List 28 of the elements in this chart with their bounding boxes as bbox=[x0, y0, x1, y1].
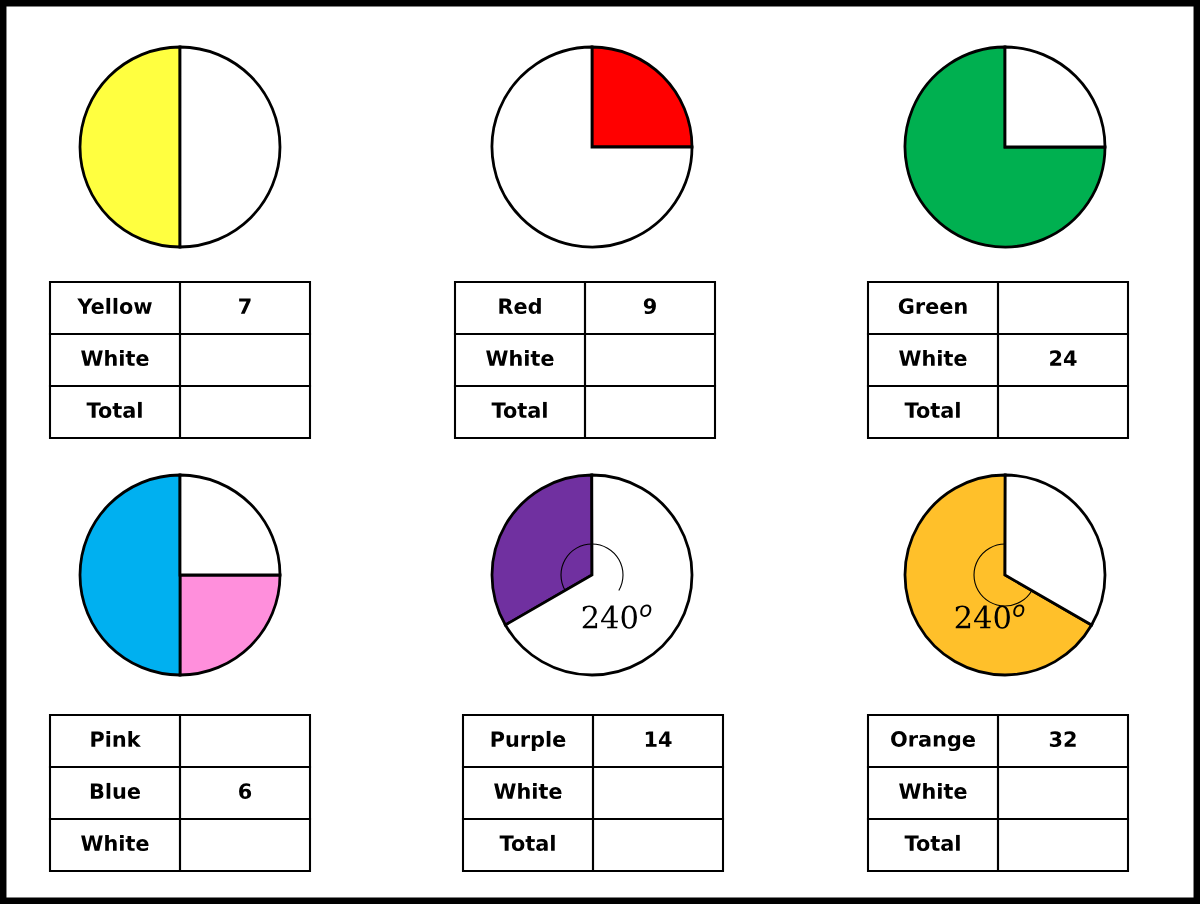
text: Total bbox=[86, 401, 142, 419]
text: Total bbox=[499, 834, 555, 852]
text: Total bbox=[491, 401, 547, 419]
text: Pink bbox=[91, 730, 141, 747]
text: 24 bbox=[1050, 350, 1077, 366]
text: 9 bbox=[643, 298, 656, 315]
text: White bbox=[81, 834, 149, 852]
text: 7 bbox=[239, 298, 251, 314]
text: White bbox=[899, 349, 967, 367]
text: 240$^{o}$ bbox=[955, 604, 1025, 629]
pie-slice bbox=[903, 45, 1107, 249]
pie-slice bbox=[490, 45, 694, 249]
text: Orange bbox=[891, 731, 975, 752]
text: 14 bbox=[645, 731, 672, 747]
text: Red bbox=[499, 297, 541, 315]
text: Blue bbox=[90, 782, 140, 800]
text: White bbox=[899, 782, 967, 800]
text: 240$^{o}$ bbox=[582, 604, 652, 629]
text: White bbox=[486, 349, 554, 367]
text: White bbox=[81, 349, 149, 367]
text: Yellow bbox=[77, 297, 152, 315]
text: White bbox=[494, 782, 562, 800]
text: Green bbox=[898, 298, 967, 315]
text: 6 bbox=[239, 783, 252, 800]
text: Purple bbox=[491, 730, 566, 752]
text: 32 bbox=[1049, 731, 1076, 748]
text: Total bbox=[904, 401, 960, 419]
text: Total bbox=[904, 834, 960, 852]
